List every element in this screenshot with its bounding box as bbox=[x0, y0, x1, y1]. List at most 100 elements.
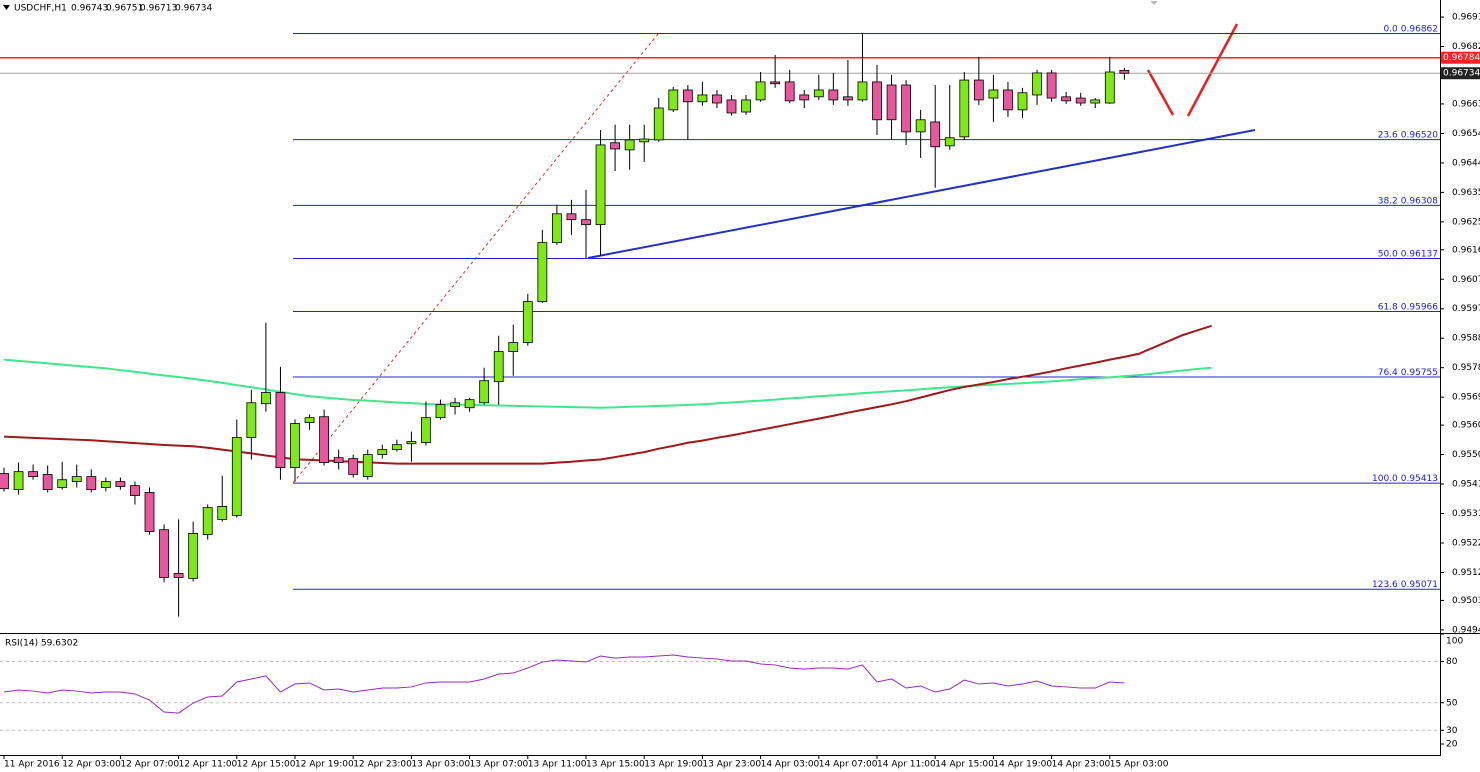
x-tick-label: 12 Apr 03:00 bbox=[62, 760, 121, 770]
x-tick-label: 13 Apr 19:00 bbox=[644, 760, 703, 770]
candle-body bbox=[464, 399, 475, 409]
y-tick-label: 0.95975 bbox=[1452, 304, 1480, 314]
y-tick-label: 0.96445 bbox=[1452, 158, 1480, 168]
header-close: 0.96734 bbox=[175, 4, 212, 14]
fib-ratio: 123.6 bbox=[1372, 580, 1398, 590]
candle-body bbox=[537, 242, 548, 303]
candle-body bbox=[28, 471, 39, 478]
candle-body bbox=[1032, 72, 1042, 96]
candle-body bbox=[115, 481, 126, 487]
candle-body bbox=[755, 81, 766, 101]
candle-body bbox=[508, 342, 519, 352]
candle-body bbox=[1104, 71, 1115, 104]
y-tick-label: 0.96820 bbox=[1452, 42, 1480, 52]
rsi-y-tick-label: 30 bbox=[1446, 726, 1458, 736]
y-tick-label: 0.95690 bbox=[1452, 393, 1480, 403]
fib-label: 61.8 0.95966 bbox=[1378, 302, 1439, 312]
candle-body bbox=[959, 79, 970, 138]
candle-body bbox=[71, 476, 82, 482]
header-low: 0.96713 bbox=[140, 4, 177, 14]
moving-average bbox=[3, 358, 1212, 409]
x-tick-label: 14 Apr 15:00 bbox=[935, 760, 994, 770]
candle-body bbox=[450, 402, 460, 407]
candle-body bbox=[290, 423, 300, 469]
trend-line bbox=[587, 129, 1256, 259]
y-tick-label: 0.95220 bbox=[1452, 539, 1480, 549]
header-high: 0.96751 bbox=[106, 4, 143, 14]
candle-body bbox=[595, 144, 606, 226]
candle-body bbox=[915, 119, 926, 133]
x-tick-label: 12 Apr 15:00 bbox=[237, 760, 296, 770]
candle-body bbox=[362, 454, 373, 478]
candle-body bbox=[406, 441, 417, 445]
x-tick-label: 14 Apr 23:00 bbox=[1052, 760, 1111, 770]
candle-body bbox=[1046, 72, 1057, 99]
candle-body bbox=[493, 351, 504, 383]
x-tick-label: 13 Apr 15:00 bbox=[586, 760, 645, 770]
alert-label: 0.96784 bbox=[1443, 53, 1480, 63]
candle-body bbox=[973, 79, 984, 101]
y-tick-label: 0.94940 bbox=[1452, 625, 1480, 635]
x-tick-label: 12 Apr 11:00 bbox=[179, 760, 238, 770]
candle-body bbox=[1061, 96, 1072, 102]
x-tick-label: 13 Apr 23:00 bbox=[702, 760, 761, 770]
candle-body bbox=[304, 417, 315, 424]
candle-body bbox=[843, 96, 853, 101]
candle-body bbox=[639, 138, 650, 143]
candle-body bbox=[901, 84, 911, 133]
fib-label: 76.4 0.95755 bbox=[1378, 368, 1438, 378]
candle-body bbox=[1119, 70, 1130, 74]
x-tick-label: 13 Apr 07:00 bbox=[470, 760, 529, 770]
candle-body bbox=[348, 458, 359, 475]
candle-body bbox=[159, 529, 169, 578]
candle-body bbox=[1075, 97, 1086, 104]
fib-label: 100.0 0.95413 bbox=[1372, 474, 1438, 484]
candle-body bbox=[944, 137, 955, 147]
moving-average bbox=[3, 324, 1212, 465]
candle-body bbox=[581, 219, 591, 226]
fib-price: 0.95755 bbox=[1401, 368, 1438, 378]
y-tick-label: 0.96255 bbox=[1452, 217, 1480, 227]
candle-body bbox=[479, 380, 490, 404]
candle-body bbox=[682, 89, 693, 103]
candle-body bbox=[275, 392, 286, 469]
candle-body bbox=[770, 81, 781, 85]
fib-label: 123.6 0.95071 bbox=[1372, 580, 1438, 590]
candle-body bbox=[799, 94, 810, 101]
x-tick-label: 11 Apr 2016 bbox=[4, 760, 60, 770]
y-tick-label: 0.96915 bbox=[1452, 13, 1480, 23]
y-tick-label: 0.95410 bbox=[1452, 480, 1480, 490]
rsi-title: RSI(14) 59.6302 bbox=[5, 639, 78, 649]
drawn-arrow bbox=[1146, 69, 1175, 116]
candle-body bbox=[668, 89, 679, 111]
candle-body bbox=[86, 476, 97, 491]
y-tick-label: 0.96165 bbox=[1452, 245, 1480, 255]
candle-body bbox=[391, 444, 402, 451]
candle-body bbox=[988, 89, 999, 99]
candle-body bbox=[712, 94, 722, 104]
y-tick-label: 0.95125 bbox=[1452, 568, 1480, 578]
x-tick-label: 15 Apr 03:00 bbox=[1110, 760, 1169, 770]
y-tick-label: 0.95785 bbox=[1452, 363, 1480, 373]
candle-body bbox=[13, 471, 24, 491]
fib-label: 23.6 0.96520 bbox=[1378, 130, 1439, 140]
fib-price: 0.96137 bbox=[1401, 249, 1438, 259]
fib-ratio: 0.0 bbox=[1383, 24, 1398, 34]
candle-body bbox=[144, 492, 155, 532]
candle-body bbox=[697, 94, 708, 103]
fib-label: 38.2 0.96308 bbox=[1378, 196, 1439, 206]
candle-body bbox=[57, 479, 68, 488]
fib-price: 0.95413 bbox=[1401, 474, 1438, 484]
candle-body bbox=[726, 99, 737, 114]
candle-body bbox=[421, 417, 431, 443]
y-tick-label: 0.95880 bbox=[1452, 334, 1480, 344]
candle-body bbox=[42, 474, 53, 491]
fib-ratio: 76.4 bbox=[1378, 368, 1398, 378]
x-tick-label: 14 Apr 11:00 bbox=[877, 760, 936, 770]
candle-body bbox=[566, 213, 577, 221]
rsi-line bbox=[3, 654, 1125, 714]
candle-body bbox=[377, 449, 388, 455]
